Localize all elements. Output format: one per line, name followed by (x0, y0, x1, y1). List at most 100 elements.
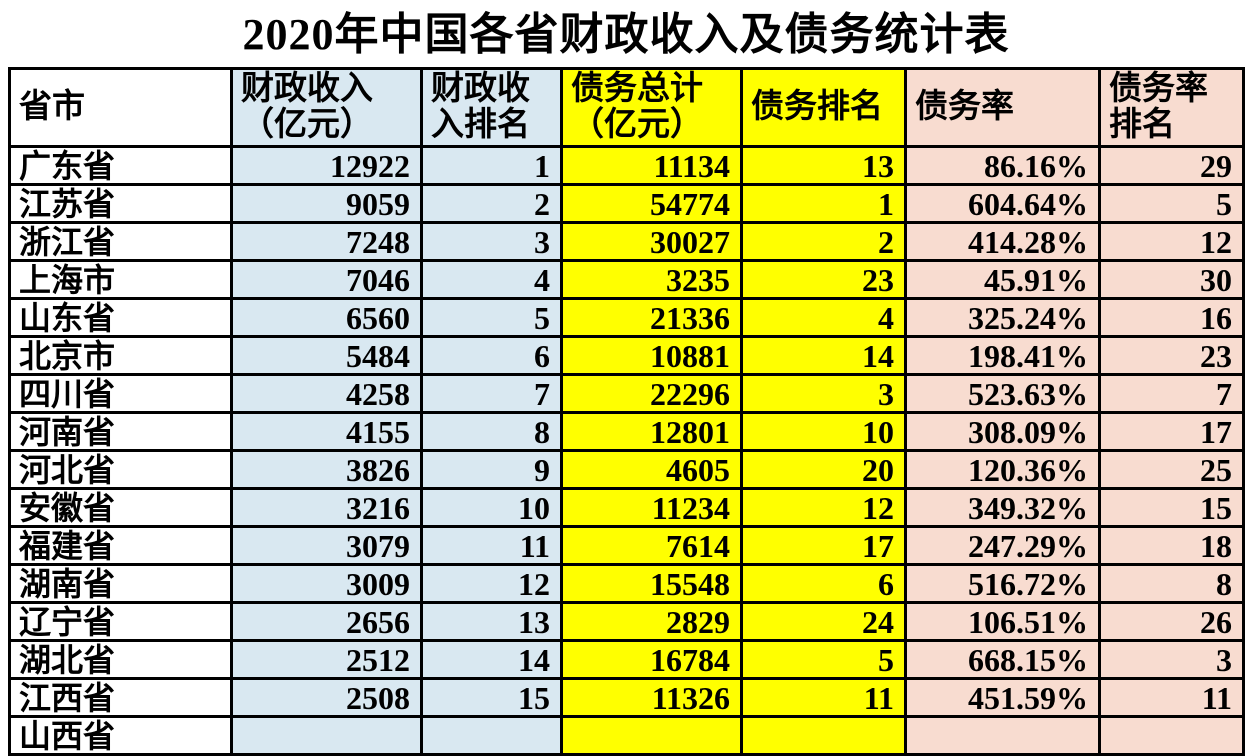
cell-debt: 15548 (560, 563, 743, 605)
cell-revenue_rank: 12 (420, 563, 563, 605)
cell-debt_ratio (904, 715, 1101, 756)
cell-debt_ratio: 308.09% (904, 411, 1101, 453)
cell-revenue: 4155 (230, 411, 423, 453)
cell-province: 北京市 (8, 335, 233, 377)
cell-province: 浙江省 (8, 221, 233, 263)
cell-revenue_rank: 5 (420, 297, 563, 339)
cell-province: 江西省 (8, 677, 233, 719)
cell-debt_rank: 14 (740, 335, 907, 377)
cell-province: 山东省 (8, 297, 233, 339)
cell-province: 上海市 (8, 259, 233, 301)
cell-province: 河南省 (8, 411, 233, 453)
cell-debt_rank: 2 (740, 221, 907, 263)
table-row: 湖南省 3009 12 15548 6 516.72% 8 (8, 563, 1245, 605)
cell-revenue_rank (420, 715, 563, 756)
cell-debt_ratio: 247.29% (904, 525, 1101, 567)
cell-province: 广东省 (8, 145, 233, 187)
cell-debt_ratio_rank: 12 (1098, 221, 1245, 263)
cell-debt_rank: 17 (740, 525, 907, 567)
cell-debt_rank: 13 (740, 145, 907, 187)
cell-debt_rank (740, 715, 907, 756)
cell-debt_rank: 20 (740, 449, 907, 491)
cell-debt_ratio_rank: 11 (1098, 677, 1245, 719)
cell-province: 湖南省 (8, 563, 233, 605)
table-row: 江西省 2508 15 11326 11 451.59% 11 (8, 677, 1245, 719)
table-row: 广东省 12922 1 11134 13 86.16% 29 (8, 145, 1245, 187)
cell-debt: 3235 (560, 259, 743, 301)
cell-province: 福建省 (8, 525, 233, 567)
cell-revenue: 7046 (230, 259, 423, 301)
cell-revenue_rank: 9 (420, 449, 563, 491)
table-row: 四川省 4258 7 22296 3 523.63% 7 (8, 373, 1245, 415)
cell-debt: 10881 (560, 335, 743, 377)
cell-debt_ratio: 516.72% (904, 563, 1101, 605)
cell-revenue: 5484 (230, 335, 423, 377)
cell-revenue: 3826 (230, 449, 423, 491)
table-row: 辽宁省 2656 13 2829 24 106.51% 26 (8, 601, 1245, 643)
table-row: 湖北省 2512 14 16784 5 668.15% 3 (8, 639, 1245, 681)
table-row: 浙江省 7248 3 30027 2 414.28% 12 (8, 221, 1245, 263)
col-header-debt-total: 债务总计 （亿元） (560, 66, 743, 149)
cell-debt_ratio: 668.15% (904, 639, 1101, 681)
cell-debt_ratio_rank: 17 (1098, 411, 1245, 453)
cell-debt_rank: 4 (740, 297, 907, 339)
cell-debt_ratio_rank: 15 (1098, 487, 1245, 529)
col-header-revenue: 财政收入 （亿元） (230, 66, 423, 149)
col-header-revenue-rank: 财政收 入排名 (420, 66, 563, 149)
cell-revenue_rank: 4 (420, 259, 563, 301)
cell-province: 江苏省 (8, 183, 233, 225)
cell-debt: 11234 (560, 487, 743, 529)
cell-debt_ratio_rank: 16 (1098, 297, 1245, 339)
cell-debt_ratio_rank (1098, 715, 1245, 756)
cell-revenue_rank: 3 (420, 221, 563, 263)
cell-debt_rank: 5 (740, 639, 907, 681)
cell-debt_ratio: 325.24% (904, 297, 1101, 339)
cell-debt: 22296 (560, 373, 743, 415)
fiscal-debt-table: 省市 财政收入 （亿元） 财政收 入排名 债务总计 （亿元） 债务排名 债务率 … (8, 66, 1245, 756)
cell-revenue: 7248 (230, 221, 423, 263)
cell-province: 安徽省 (8, 487, 233, 529)
cell-debt: 21336 (560, 297, 743, 339)
cell-province: 四川省 (8, 373, 233, 415)
cell-revenue: 3216 (230, 487, 423, 529)
table-row: 江苏省 9059 2 54774 1 604.64% 5 (8, 183, 1245, 225)
header-row: 省市 财政收入 （亿元） 财政收 入排名 债务总计 （亿元） 债务排名 债务率 … (8, 66, 1245, 149)
table-row: 安徽省 3216 10 11234 12 349.32% 15 (8, 487, 1245, 529)
cell-province: 辽宁省 (8, 601, 233, 643)
cell-debt_ratio_rank: 23 (1098, 335, 1245, 377)
cell-debt: 7614 (560, 525, 743, 567)
cell-debt_ratio_rank: 7 (1098, 373, 1245, 415)
cell-province: 湖北省 (8, 639, 233, 681)
cell-revenue_rank: 11 (420, 525, 563, 567)
cell-debt_ratio: 523.63% (904, 373, 1101, 415)
cell-province: 河北省 (8, 449, 233, 491)
cell-debt_rank: 3 (740, 373, 907, 415)
cell-revenue_rank: 10 (420, 487, 563, 529)
table-row: 北京市 5484 6 10881 14 198.41% 23 (8, 335, 1245, 377)
cell-debt: 16784 (560, 639, 743, 681)
cell-debt: 12801 (560, 411, 743, 453)
cell-debt_ratio: 106.51% (904, 601, 1101, 643)
cell-debt_rank: 12 (740, 487, 907, 529)
cell-debt_rank: 1 (740, 183, 907, 225)
cell-debt_ratio_rank: 25 (1098, 449, 1245, 491)
cell-debt: 2829 (560, 601, 743, 643)
cell-revenue (230, 715, 423, 756)
col-header-debt-rank: 债务排名 (740, 66, 907, 149)
cell-revenue: 3079 (230, 525, 423, 567)
cell-debt_ratio: 414.28% (904, 221, 1101, 263)
col-header-province: 省市 (8, 66, 233, 149)
cell-debt_ratio: 349.32% (904, 487, 1101, 529)
cell-debt: 54774 (560, 183, 743, 225)
cell-revenue_rank: 15 (420, 677, 563, 719)
cell-revenue_rank: 7 (420, 373, 563, 415)
cell-debt: 11326 (560, 677, 743, 719)
cell-revenue: 2512 (230, 639, 423, 681)
cell-province: 山西省 (8, 715, 233, 756)
cell-revenue_rank: 6 (420, 335, 563, 377)
cell-debt: 30027 (560, 221, 743, 263)
cell-revenue_rank: 8 (420, 411, 563, 453)
cell-revenue: 3009 (230, 563, 423, 605)
cell-debt_ratio_rank: 30 (1098, 259, 1245, 301)
cell-debt_ratio: 198.41% (904, 335, 1101, 377)
